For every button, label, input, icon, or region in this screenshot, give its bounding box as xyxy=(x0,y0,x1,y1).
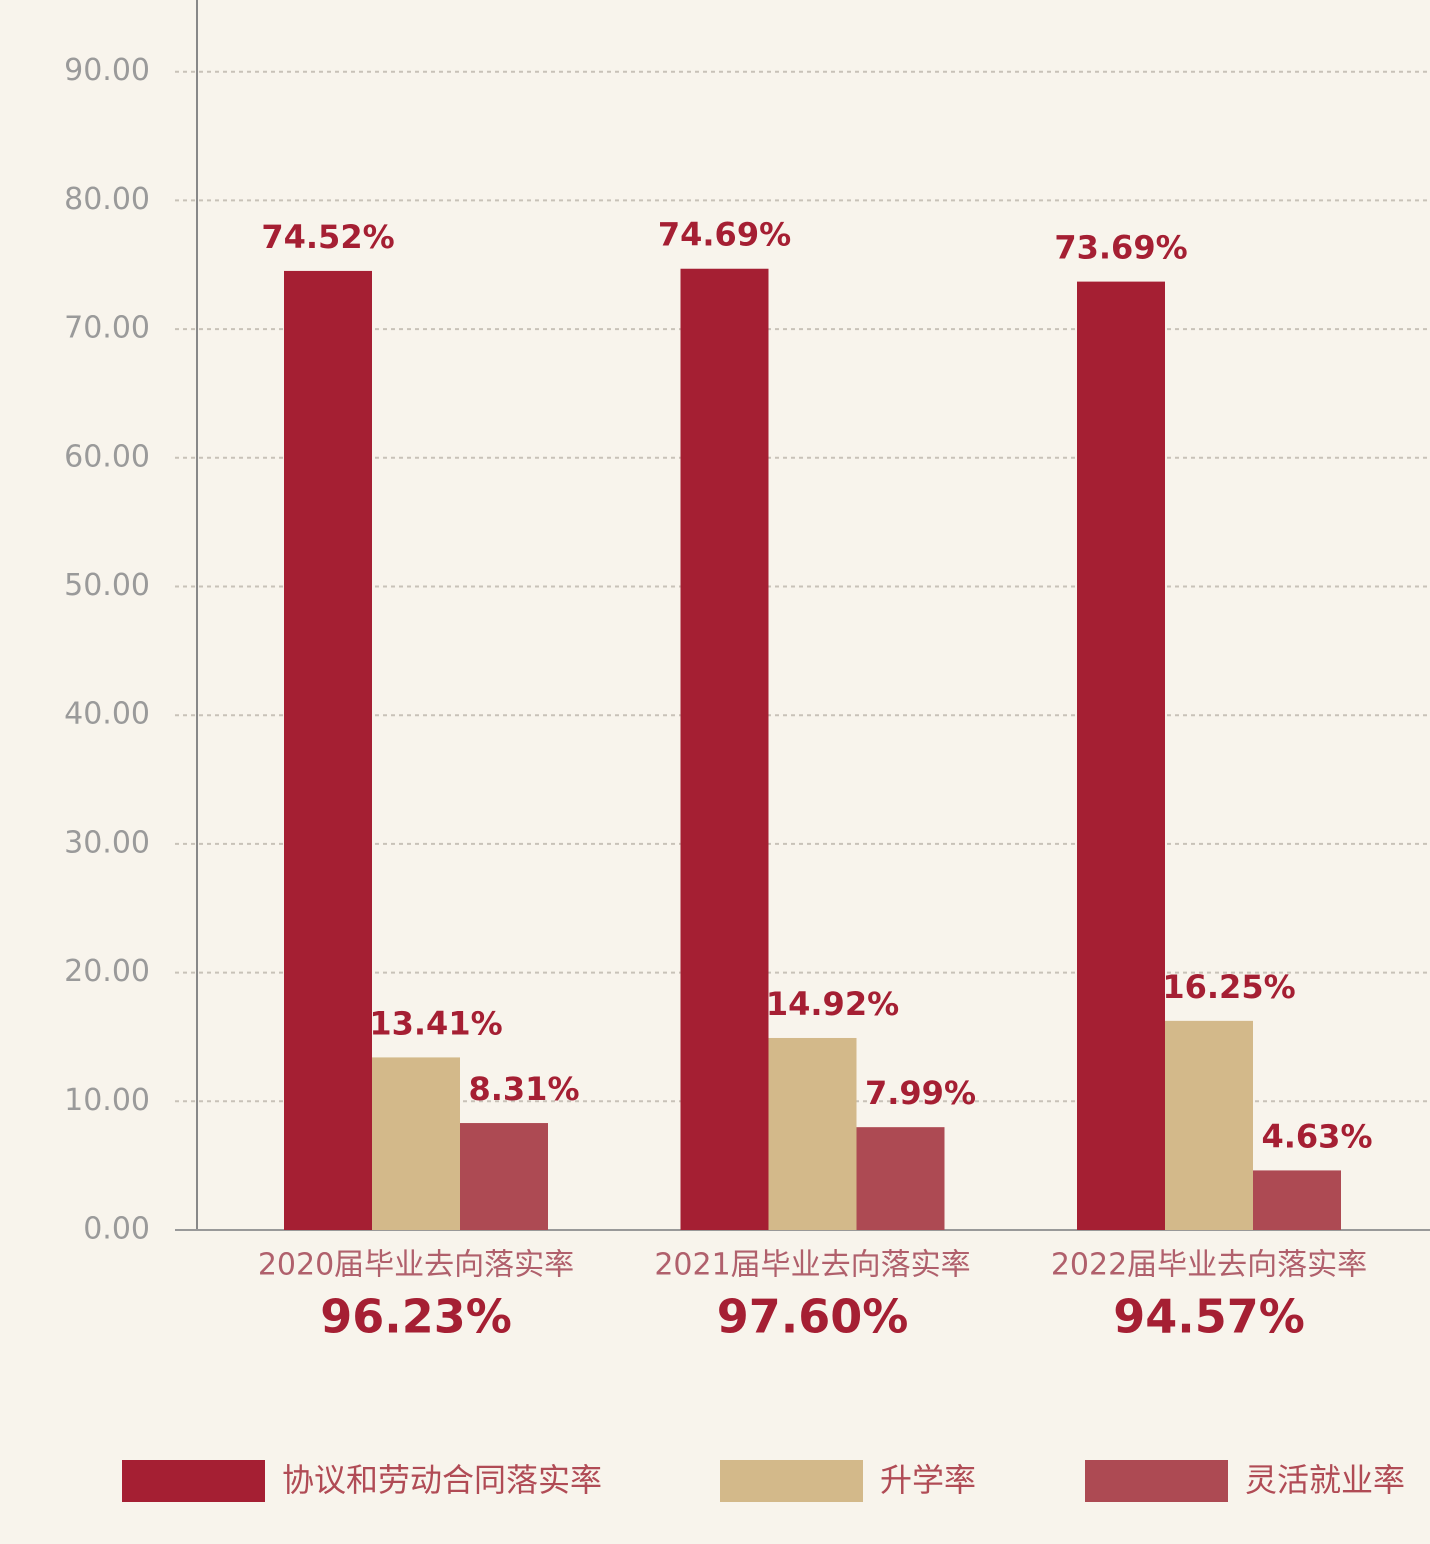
bar xyxy=(284,271,372,1230)
y-tick-label: 40.00 xyxy=(64,697,150,732)
y-tick-label: 0.00 xyxy=(83,1212,150,1247)
legend-label: 升学率 xyxy=(880,1461,976,1499)
bar xyxy=(1165,1021,1253,1230)
y-tick-label: 70.00 xyxy=(64,311,150,346)
y-tick-label: 20.00 xyxy=(64,954,150,989)
chart: 0.00 10.00 20.00 30.00 40.00 50.00 60.00 70.00 8… xyxy=(0,0,1430,1544)
x-tick-label: 2021届毕业去向落实率 xyxy=(654,1248,970,1283)
y-tick-label: 90.00 xyxy=(64,53,150,88)
value-label: 16.25% xyxy=(1162,968,1295,1006)
bar xyxy=(681,269,769,1230)
y-tick-label: 50.00 xyxy=(64,568,150,603)
bar xyxy=(460,1123,548,1230)
x-tick-label: 2020届毕业去向落实率 xyxy=(258,1248,574,1283)
bar xyxy=(1253,1170,1341,1230)
value-label: 8.31% xyxy=(468,1070,579,1108)
legend-label: 协议和劳动合同落实率 xyxy=(282,1461,602,1499)
legend-swatch xyxy=(1085,1460,1228,1502)
page: 0.00 10.00 20.00 30.00 40.00 50.00 60.00 70.00 8… xyxy=(0,0,1430,1544)
x-tick-label: 2022届毕业去向落实率 xyxy=(1051,1248,1367,1283)
legend-label: 灵活就业率 xyxy=(1245,1461,1405,1499)
value-label: 74.52% xyxy=(261,218,394,256)
y-tick-label: 60.00 xyxy=(64,439,150,474)
y-tick-label: 80.00 xyxy=(64,182,150,217)
bar xyxy=(769,1038,857,1230)
value-label: 7.99% xyxy=(865,1074,976,1112)
y-tick-label: 30.00 xyxy=(64,825,150,860)
value-label: 74.69% xyxy=(658,216,791,254)
bar xyxy=(1077,282,1165,1230)
category-total: 94.57% xyxy=(1113,1290,1305,1344)
category-total: 96.23% xyxy=(320,1290,512,1344)
value-label: 4.63% xyxy=(1261,1117,1372,1155)
value-label: 14.92% xyxy=(766,985,899,1023)
bar xyxy=(857,1127,945,1230)
category-total: 97.60% xyxy=(717,1290,909,1344)
bar xyxy=(372,1057,460,1230)
y-tick-label: 10.00 xyxy=(64,1083,150,1118)
legend-swatch xyxy=(122,1460,265,1502)
value-label: 13.41% xyxy=(369,1004,502,1042)
legend-swatch xyxy=(720,1460,863,1502)
value-label: 73.69% xyxy=(1054,229,1187,267)
